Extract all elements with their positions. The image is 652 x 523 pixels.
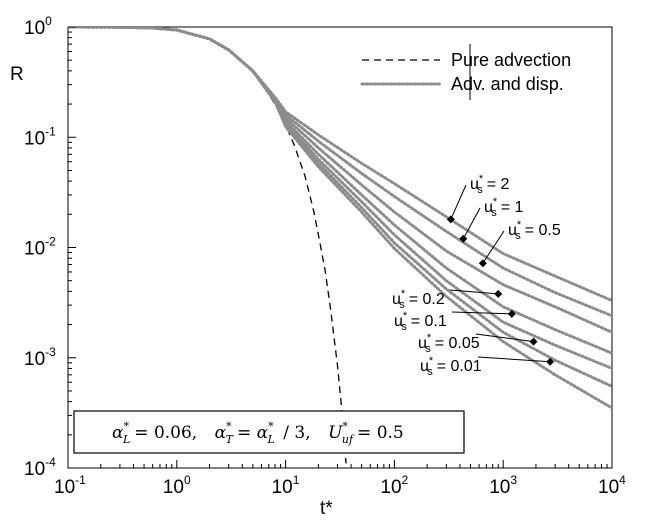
annotation-marker [507,309,516,318]
annotation-label: u* s = 0.1 [394,310,447,333]
annotation-label: u* s = 0.05 [418,332,480,355]
ann-us-0.05: u* s = 0.05 [418,332,538,355]
annotation-leader [475,333,534,343]
annotation-label: u* s = 1 [484,196,523,219]
y-tick-label: 100 [24,14,52,39]
annotation-marker [529,337,538,346]
legend-label-pure-advection: Pure advection [451,50,571,70]
legend-label-adv-disp: Adv. and disp. [451,74,564,94]
series-line-adv-disp-2 [68,27,612,318]
x-axis-label: t* [320,498,333,519]
annotation-label: u* s = 0.5 [508,219,561,242]
y-tick-label: 10-2 [24,235,56,260]
annotation-leader [451,311,512,315]
x-tick-label: 102 [380,473,408,498]
ann-us-0.1: u* s = 0.1 [394,309,516,333]
y-tick-label: 10-1 [24,124,56,149]
y-tick-label: 10-3 [24,345,56,370]
x-tick-label: 101 [272,473,300,498]
annotation-leader [449,289,499,295]
annotation-marker [478,259,487,268]
annotation-label: u* s = 0.01 [420,355,482,378]
x-tick-label: 103 [489,473,517,498]
series-layer [68,27,612,464]
parameters-box-frame [73,410,465,454]
series-line-pure-advection [68,27,347,464]
annotation-leader [450,184,467,220]
ann-us-0.01: u* s = 0.01 [420,355,555,378]
y-axis-label: R [10,64,24,85]
parameters-text: α* L = 0.06, α* T = α* L / 3, U* uf = 0.5 [112,420,404,446]
annotation-marker [546,357,555,366]
annotations-layer: u* s = 2u* s = 1u* s = 0.5u* s = 0.2u* s = 0.1u* s =… [392,173,561,378]
annotation-label: u* s = 0.2 [392,288,445,311]
x-tick-label: 100 [163,473,191,498]
annotation-marker [446,215,455,224]
ann-us-1: u* s = 1 [459,196,523,243]
parameters-box: α* L = 0.06, α* T = α* L / 3, U* uf = 0.5 [73,410,465,454]
ann-us-0.2: u* s = 0.2 [392,288,503,311]
annotation-leader [462,207,481,240]
annotation-label: u* s = 2 [470,173,509,196]
ticks-layer: 10-1 100 101 102 103 104 100 10-1 10-2 10-3 10-4 [24,14,626,498]
annotation-leader [482,230,505,264]
series-line-adv-disp-7 [68,27,612,410]
x-tick-label: 104 [598,473,626,498]
x-tick-label: 10-1 [54,473,86,498]
legend: Pure advection Adv. and disp. [360,44,571,100]
y-tick-label: 10-4 [24,455,56,480]
annotation-leader [477,356,551,363]
annotation-marker [494,289,503,298]
ann-us-2: u* s = 2 [446,173,509,224]
ann-us-0.5: u* s = 0.5 [478,219,561,268]
annotation-marker [459,234,468,243]
